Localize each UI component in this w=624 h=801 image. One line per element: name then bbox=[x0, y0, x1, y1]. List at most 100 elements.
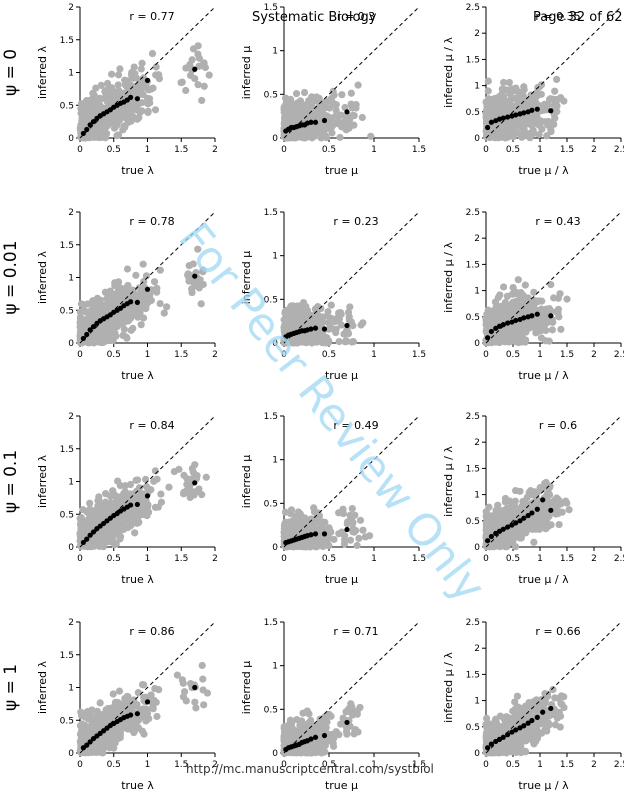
binned-point bbox=[321, 117, 328, 124]
y-tick-label: 1 bbox=[272, 252, 278, 262]
y-tick-label: 1 bbox=[272, 456, 278, 466]
scenario-point bbox=[132, 271, 140, 279]
scenario-point bbox=[77, 100, 86, 108]
x-tick-label: 0.5 bbox=[107, 350, 121, 360]
scenario-point bbox=[116, 535, 124, 543]
scenario-point bbox=[114, 278, 123, 286]
y-tick-label: 2 bbox=[474, 438, 480, 448]
row-label-3: ψ = 1 bbox=[1, 664, 21, 711]
x-tick-label: 0 bbox=[483, 554, 489, 564]
scenario-point bbox=[353, 541, 361, 550]
scenario-point bbox=[139, 314, 148, 322]
binned-point bbox=[344, 526, 350, 533]
x-axis-label: true μ / λ bbox=[518, 573, 569, 586]
scenario-point bbox=[555, 520, 563, 529]
scenario-point bbox=[521, 281, 529, 289]
scenario-point bbox=[335, 337, 343, 346]
scenario-point bbox=[186, 271, 194, 279]
y-tick-label: 1.5 bbox=[466, 55, 480, 65]
scenario-point bbox=[548, 326, 556, 334]
scenario-point bbox=[122, 106, 130, 114]
correlation-label: r = 0.49 bbox=[333, 419, 378, 432]
x-tick-label: 1.5 bbox=[174, 350, 188, 360]
scenario-point bbox=[96, 541, 105, 549]
scenario-point bbox=[107, 84, 116, 92]
scenario-point bbox=[97, 81, 105, 89]
scenario-point bbox=[357, 321, 365, 329]
scenario-point bbox=[293, 117, 302, 125]
scenario-point bbox=[95, 133, 103, 142]
scenario-point bbox=[515, 117, 523, 126]
x-tick-label: 0 bbox=[281, 350, 287, 360]
x-tick-label: 1 bbox=[371, 145, 377, 155]
scenario-point bbox=[516, 324, 524, 333]
y-tick-label: 0 bbox=[68, 543, 74, 553]
scenario-point bbox=[340, 330, 348, 338]
scenario-point bbox=[94, 328, 102, 336]
scenario-point bbox=[484, 311, 492, 320]
scenario-point bbox=[491, 126, 499, 134]
y-tick-label: 0.5 bbox=[264, 90, 278, 100]
scenario-point bbox=[354, 81, 362, 89]
y-tick-label: 1.5 bbox=[60, 36, 74, 46]
row-label-2: ψ = 0.1 bbox=[1, 450, 21, 513]
scenario-point bbox=[352, 526, 360, 535]
scenario-point bbox=[113, 322, 121, 331]
binned-point bbox=[505, 114, 511, 120]
scenario-point bbox=[554, 294, 562, 302]
scenario-point bbox=[563, 295, 571, 303]
binned-point bbox=[513, 317, 519, 324]
scenario-point bbox=[77, 300, 86, 308]
scenario-point bbox=[543, 132, 551, 140]
scenario-point bbox=[496, 92, 504, 100]
binned-point bbox=[84, 536, 90, 542]
scenario-point bbox=[540, 326, 548, 334]
scenario-point bbox=[114, 81, 122, 89]
scenario-point bbox=[282, 318, 290, 326]
scenario-point bbox=[535, 119, 543, 127]
scenario-point bbox=[367, 132, 375, 140]
scenario-point bbox=[494, 336, 502, 345]
scenario-point bbox=[563, 499, 571, 507]
scenario-point bbox=[77, 315, 85, 323]
scenario-point bbox=[124, 523, 132, 532]
scenario-point bbox=[512, 84, 520, 92]
scenario-point bbox=[194, 50, 202, 58]
y-tick-label: 0.5 bbox=[466, 517, 480, 527]
scenario-point bbox=[355, 534, 363, 542]
x-tick-label: 0 bbox=[77, 554, 83, 564]
scenario-point bbox=[491, 317, 499, 325]
x-axis-label: true μ / λ bbox=[518, 164, 569, 177]
binned-point bbox=[485, 124, 491, 131]
scenario-point bbox=[191, 74, 199, 83]
y-tick-label: 2.5 bbox=[466, 412, 480, 422]
scenario-point bbox=[499, 304, 507, 312]
binned-point bbox=[192, 273, 198, 279]
y-tick-label: 2 bbox=[68, 3, 74, 13]
scenario-point bbox=[123, 265, 132, 273]
scenario-point bbox=[545, 337, 553, 345]
scenario-point bbox=[200, 59, 208, 67]
scenario-point bbox=[182, 86, 190, 95]
scenario-point bbox=[349, 519, 357, 527]
scenario-point bbox=[98, 507, 107, 516]
scenario-point bbox=[533, 89, 541, 97]
y-tick-label: 1 bbox=[68, 478, 74, 488]
scenario-point bbox=[180, 488, 188, 496]
row-label-0: ψ = 0 bbox=[1, 49, 21, 96]
binned-point bbox=[529, 313, 535, 319]
scenario-point bbox=[92, 124, 100, 132]
scenario-point bbox=[509, 323, 517, 332]
binned-point bbox=[90, 324, 97, 330]
y-tick-label: 1 bbox=[272, 47, 278, 57]
scenario-point bbox=[165, 483, 173, 491]
y-tick-label: 0.5 bbox=[264, 499, 278, 509]
scenario-point bbox=[292, 90, 301, 98]
y-tick-label: 0 bbox=[272, 339, 278, 349]
x-axis-label: true μ bbox=[325, 164, 358, 177]
scenario-point bbox=[152, 63, 160, 71]
y-tick-label: 2.5 bbox=[466, 3, 480, 13]
scenario-point bbox=[317, 134, 325, 142]
scenario-point bbox=[517, 289, 525, 297]
